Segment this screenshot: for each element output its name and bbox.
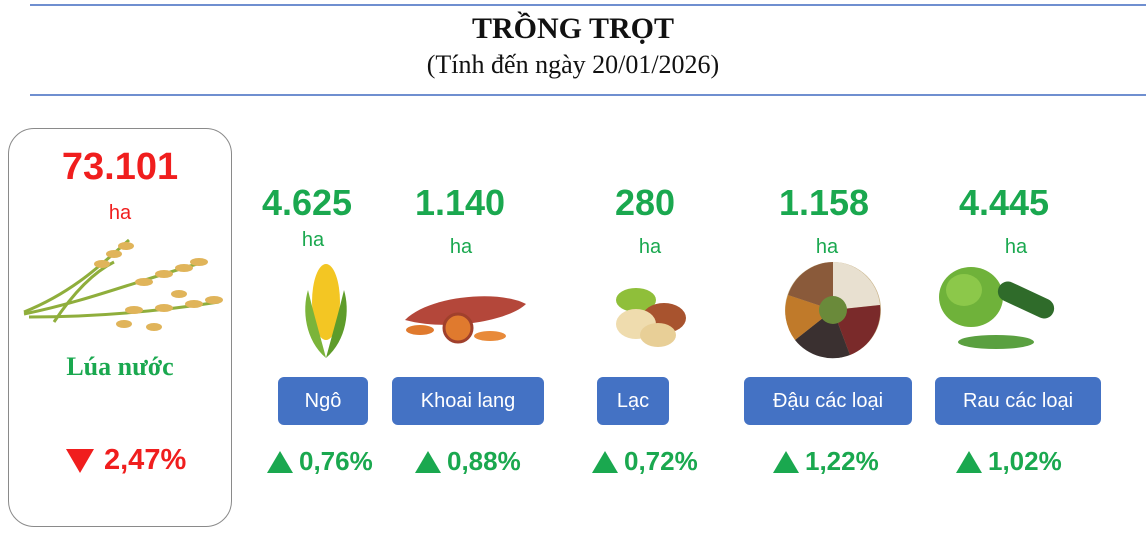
subtitle: (Tính đến ngày 20/01/2026) [0,50,1146,80]
up-arrow [415,451,441,473]
item-change: 0,72% [592,446,698,477]
item-value: 1.158 [724,182,924,224]
item-change: 0,76% [267,446,373,477]
top-rule [30,4,1146,6]
rice-change: 2,47% [66,444,186,477]
up-arrow [956,451,982,473]
item-change: 1,22% [773,446,879,477]
rice-change-text: 2,47% [104,444,186,477]
beans-icon [780,260,886,360]
item-unit: ha [727,236,927,259]
rice-value: 73.101 [8,146,232,189]
item-value: 280 [545,182,745,224]
header-rule [30,94,1146,96]
corn-icon [300,260,352,360]
infographic: TRỒNG TRỌT (Tính đến ngày 20/01/2026) 73… [0,0,1146,533]
item-unit: ha [550,236,750,259]
title: TRỒNG TRỌT [0,12,1146,46]
item-button[interactable]: Ngô [278,377,368,425]
up-arrow [592,451,618,473]
item-change-text: 0,76% [299,446,373,477]
item-value: 1.140 [360,182,560,224]
item-change-text: 1,02% [988,446,1062,477]
rice-name: Lúa nước [8,352,232,382]
item-change-text: 0,72% [624,446,698,477]
sweet-potato-icon [400,290,530,345]
item-button[interactable]: Lạc [597,377,669,425]
down-arrow [66,449,94,473]
item-change: 0,88% [415,446,521,477]
item-value: 4.445 [904,182,1104,224]
item-unit: ha [361,236,561,259]
up-arrow [267,451,293,473]
item-button[interactable]: Rau các loại [935,377,1101,425]
peanut-icon [606,280,690,350]
item-change-text: 0,88% [447,446,521,477]
item-change-text: 1,22% [805,446,879,477]
rice-unit: ha [8,202,232,225]
item-button[interactable]: Đậu các loại [744,377,912,425]
item-button[interactable]: Khoai lang [392,377,544,425]
up-arrow [773,451,799,473]
page: Trồng trọt {"header": {"title": "TRỒNG T… [0,0,1146,533]
item-unit: ha [916,236,1116,259]
item-change: 1,02% [956,446,1062,477]
vegetables-icon [936,262,1060,354]
rice-icon [14,232,228,342]
